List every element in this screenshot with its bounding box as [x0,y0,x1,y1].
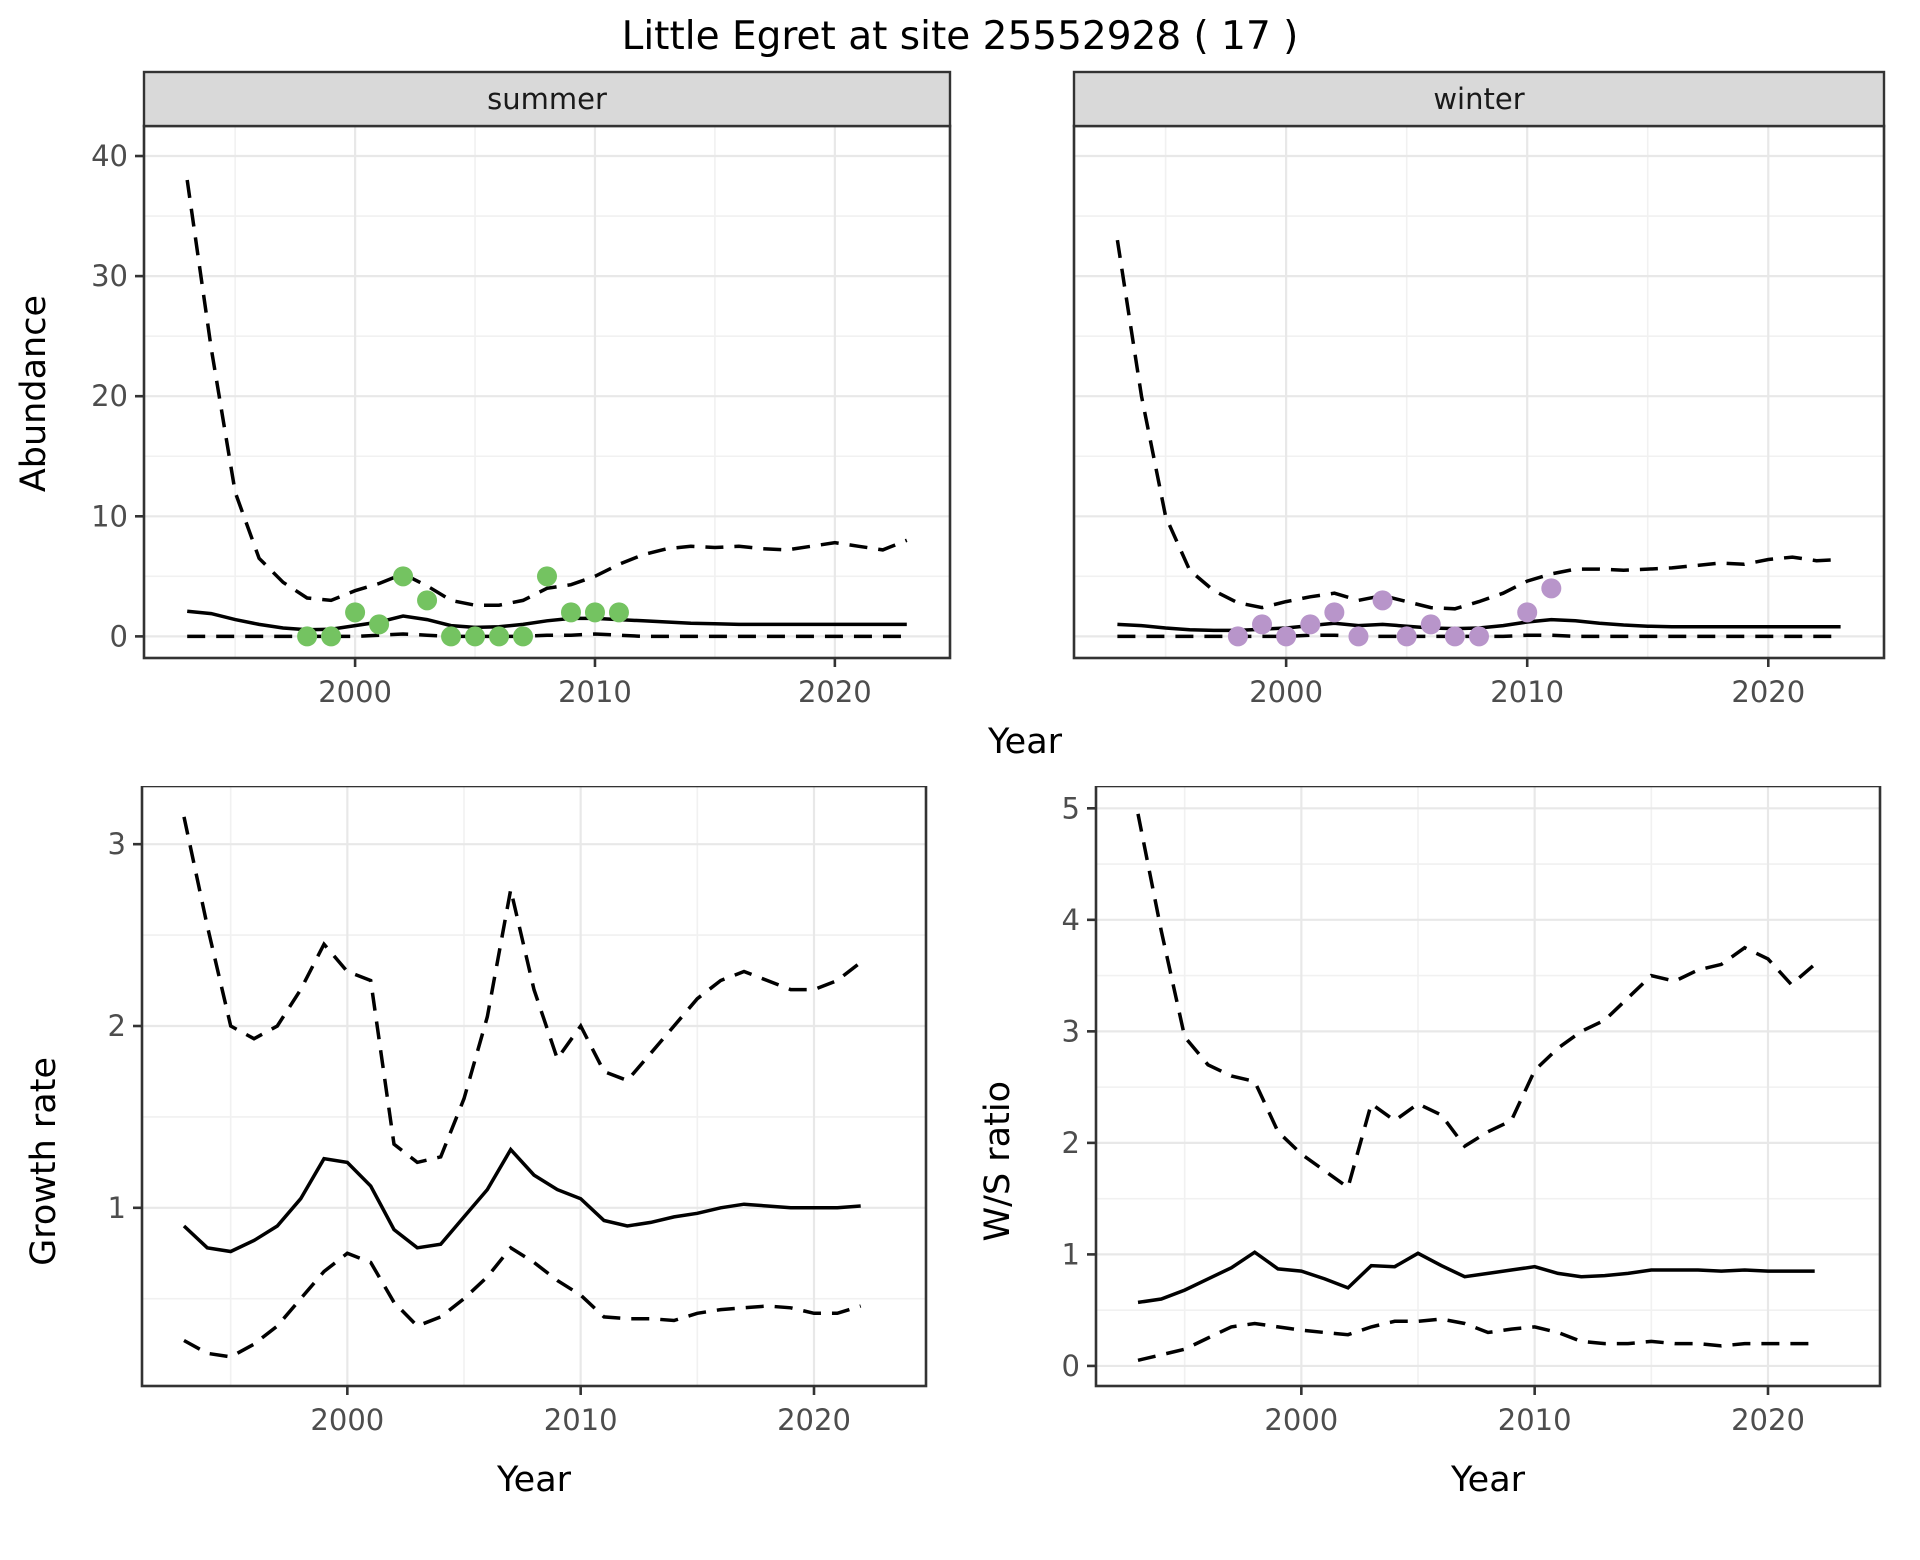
x-tick-label: 2000 [1264,1403,1338,1437]
x-tick-label: 2020 [777,1403,851,1437]
y-tick-label: 30 [91,259,128,293]
x-tick-label: 2010 [558,675,632,709]
x-axis-title: Year [1450,1460,1526,1500]
x-tick-label: 2000 [318,675,392,709]
summer-data-point [489,626,510,647]
y-tick-label: 3 [108,827,126,861]
winter-data-point [1469,626,1489,647]
panel-background [1096,786,1880,1386]
growth-rate-panel: 2000 2010 2020 1 2 3 Year [108,786,928,1500]
x-tick-label: 2020 [798,675,872,709]
y-tick-label: 5 [1062,791,1080,825]
y-tick-label: 3 [1062,1014,1080,1048]
summer-data-point [513,626,534,647]
y-tick-label: 1 [108,1191,126,1225]
rates-row: Growth rate 2000 2010 2020 1 2 3 Year W/S rati… [0,786,1920,1536]
y-tick-label: 20 [91,379,128,413]
panel-border [1094,786,1882,1388]
y-tick-label: 0 [110,619,128,653]
winter-data-point [1300,614,1321,635]
x-tick-label: 2010 [544,1403,618,1437]
x-tick-label: 2020 [1731,675,1805,709]
y-tick-label: 40 [91,139,128,173]
winter-data-point [1541,578,1562,599]
winter-data-point [1420,614,1441,635]
winter-data-point [1324,602,1345,623]
summer-abundance-panel: summer 2000 2010 2020 0 10 20 30 40 [91,70,952,709]
panel-background [142,786,926,1386]
x-tick-label: 2000 [310,1403,384,1437]
summer-data-point [537,566,557,587]
summer-data-point [417,590,438,611]
x-tick-label: 2000 [1249,675,1323,709]
panel-border [140,786,928,1388]
ws-ci-line [1136,813,1816,1191]
growth-ci-line [183,1245,862,1359]
winter-data-point [1517,602,1538,623]
winter-ci-line [1115,239,1841,611]
facet-strip [142,70,952,128]
y-tick-label: 1 [1062,1237,1080,1271]
winter-data-point [1396,626,1417,647]
summer-ci-line [185,179,908,607]
summer-data-point [393,566,414,587]
summer-data-point [321,626,342,647]
winter-data-point [1372,590,1393,611]
top-x-axis-title: Year [987,722,1063,762]
summer-data-point [465,626,486,647]
summer-data-point [441,626,462,647]
y-tick-label: 2 [1062,1126,1080,1160]
winter-data-point [1444,626,1465,647]
y-tick-label: 10 [91,499,128,533]
summer-data-point [584,602,605,623]
ws-ratio-panel: 2000 2010 2020 0 1 2 3 4 5 Year [1062,786,1882,1500]
ws-ratio-axis-title: W/S ratio [978,1080,1018,1242]
abundance-axis-title: Abundance [14,295,54,493]
y-tick-label: 0 [1062,1349,1080,1383]
winter-data-point [1348,626,1369,647]
summer-data-point [560,602,581,623]
growth-rate-axis-title: Growth rate [24,1056,64,1266]
facet-strip-label: winter [1433,82,1524,116]
y-tick-label: 2 [108,1009,126,1043]
summer-data-point [297,626,318,647]
growth-median-line [182,1146,861,1254]
summer-data-point [608,602,629,623]
facet-strip-label: summer [487,82,607,116]
x-tick-label: 2020 [1731,1403,1805,1437]
summer-data-point [369,614,390,635]
x-axis-title: Year [496,1460,572,1500]
plot-title: Little Egret at site 25552928 ( 17 ) [621,14,1299,59]
ws-ci-line [1137,1317,1815,1363]
abundance-row: Abundance summer 2000 2010 2020 0 10 20 30 40 wi… [0,70,1920,718]
facet-strip [1072,70,1886,128]
growth-ci-line [182,816,862,1165]
x-tick-label: 2010 [1490,675,1564,709]
winter-data-point [1276,626,1297,647]
summer-data-point [345,602,366,623]
winter-data-point [1252,614,1273,635]
ws-median-line [1137,1250,1815,1305]
panel-background [1074,126,1884,658]
winter-data-point [1227,626,1248,647]
x-tick-label: 2010 [1498,1403,1572,1437]
y-tick-label: 4 [1062,903,1080,937]
winter-abundance-panel: winter 2000 2010 2020 [1072,70,1886,709]
